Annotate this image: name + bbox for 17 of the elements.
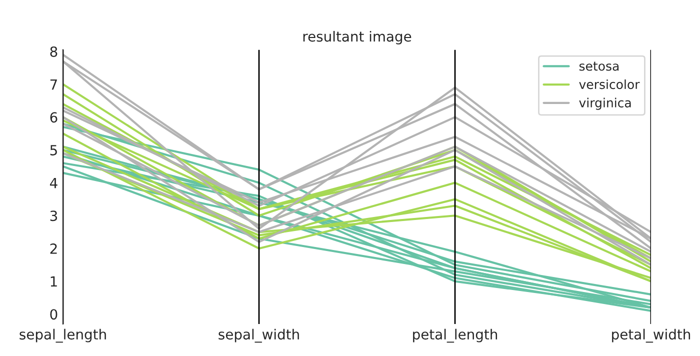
y-tick-label: 4: [50, 178, 58, 188]
legend-label: virginica: [579, 98, 631, 110]
x-tick-label: petal_length: [413, 328, 498, 343]
y-tick-label: 0: [50, 309, 58, 320]
x-tick-label: sepal_length: [20, 328, 106, 343]
x-tick-label: sepal_width: [218, 328, 299, 343]
y-tick-label: 7: [50, 79, 57, 90]
y-tick-label: 1: [50, 276, 57, 287]
y-tick-label: 5: [50, 145, 57, 156]
y-tick-label: 2: [50, 243, 57, 254]
x-tick-label: petal_width: [612, 328, 690, 343]
y-tick-label: 6: [50, 112, 58, 123]
chart-title: resultant image: [303, 30, 412, 44]
y-tick-label: 3: [50, 210, 58, 222]
legend-label: versicolor: [579, 79, 640, 90]
y-tick-label: 8: [50, 46, 58, 57]
legend-label: setosa: [579, 62, 619, 71]
